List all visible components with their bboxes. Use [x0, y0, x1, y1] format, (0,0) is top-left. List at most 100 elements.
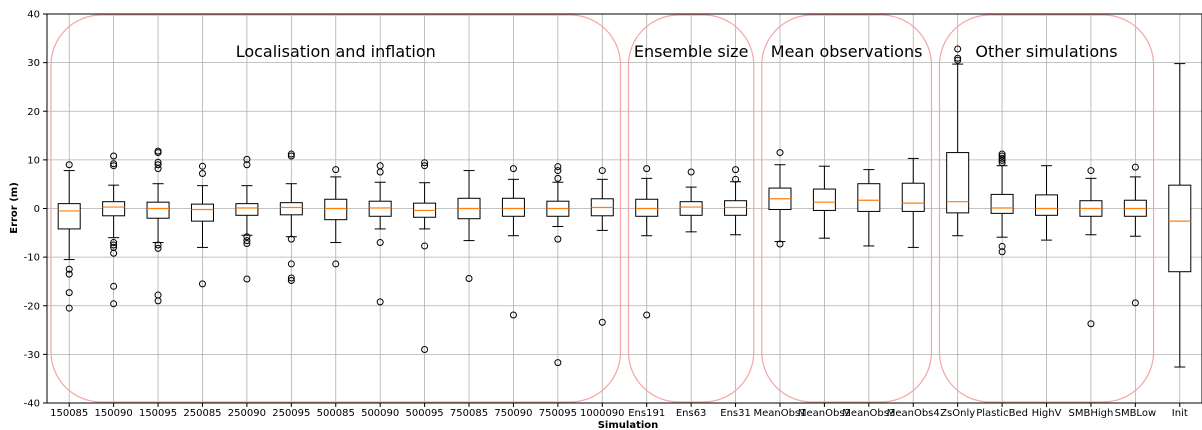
outlier-point [154, 244, 162, 252]
y-tick-label: -20 [24, 301, 40, 312]
box-iqr [635, 198, 659, 217]
outlier-point [65, 161, 73, 169]
outlier-point [554, 359, 562, 367]
outlier-point [1087, 320, 1095, 328]
box-iqr [1035, 194, 1059, 216]
x-tick-label: 500090 [361, 408, 399, 419]
outlier-point [998, 156, 1006, 164]
outlier-point [376, 168, 384, 176]
outlier-point [110, 152, 118, 160]
box-plot-750095 [546, 163, 570, 367]
outlier-point [110, 239, 118, 247]
x-tick-label: Init [1172, 408, 1188, 419]
box-iqr [324, 198, 348, 221]
outlier-point [376, 239, 384, 247]
outlier-point [65, 265, 73, 273]
x-tick-label: MeanObs4 [887, 408, 940, 419]
box-plot-1000090 [590, 167, 614, 326]
group-label: Ensemble size [634, 42, 749, 61]
outlier-point [287, 260, 295, 268]
outlier-point [421, 242, 429, 250]
x-tick-label: 750085 [450, 408, 488, 419]
outlier-point [554, 235, 562, 243]
group-label: Localisation and inflation [236, 42, 436, 61]
outlier-point [509, 311, 517, 319]
y-axis: -40 -30 -20 -10 0 10 20 30 40 [24, 10, 47, 410]
outlier-point [376, 298, 384, 306]
outlier-point [998, 152, 1006, 160]
box-plot-ZsOnly [946, 45, 970, 237]
outlier-point [954, 45, 962, 53]
x-tick-label: HighV [1032, 408, 1062, 419]
outlier-point [554, 163, 562, 171]
group-label: Other simulations [975, 42, 1117, 61]
box-plot-750085 [457, 170, 481, 283]
outlier-point [154, 161, 162, 169]
outlier-point [954, 56, 962, 64]
outlier-point [154, 165, 162, 173]
group-frame [761, 14, 933, 403]
outlier-point [954, 54, 962, 62]
outlier-point [287, 152, 295, 160]
box-plot-500085 [324, 166, 348, 268]
outlier-point [332, 260, 340, 268]
outlier-point [154, 149, 162, 157]
grid-lines [47, 13, 1202, 404]
box-iqr [1168, 184, 1192, 273]
box-plot-Ens191 [635, 165, 659, 319]
outlier-point [287, 150, 295, 158]
x-tick-label: SMBHigh [1069, 408, 1114, 419]
box-iqr [679, 201, 703, 216]
group-label: Mean observations [771, 42, 923, 61]
box-iqr [901, 182, 925, 212]
box-plot-150090 [102, 152, 126, 308]
box-plots [57, 45, 1192, 368]
box-plot-SMBHigh [1079, 167, 1103, 328]
group-frame [938, 14, 1155, 403]
box-iqr [857, 183, 881, 212]
outlier-point [509, 165, 517, 173]
x-tick-label: 150085 [50, 408, 88, 419]
outlier-point [243, 237, 251, 245]
box-plot-150085 [57, 161, 81, 312]
box-iqr [102, 201, 126, 217]
box-plot-HighV [1035, 165, 1059, 241]
outlier-point [776, 240, 784, 248]
outlier-point [65, 270, 73, 278]
outlier-point [598, 167, 606, 175]
group-frames: Localisation and inflation Ensemble size M… [50, 14, 1155, 403]
outlier-point [1131, 163, 1139, 171]
box-plot-150095 [146, 147, 170, 305]
outlier-point [243, 240, 251, 248]
y-tick-label: 40 [27, 10, 40, 21]
outlier-point [732, 166, 740, 174]
y-tick-label: 0 [34, 204, 40, 215]
y-tick-label: -30 [24, 350, 40, 361]
box-plot-MeanObs4 [901, 157, 925, 248]
outlier-point [421, 162, 429, 170]
outlier-point [687, 168, 695, 176]
outlier-point [110, 300, 118, 308]
outlier-point [1131, 299, 1139, 307]
box-iqr [235, 203, 259, 216]
outlier-point [998, 154, 1006, 162]
outlier-point [287, 274, 295, 282]
box-iqr [946, 152, 970, 214]
outlier-point [65, 289, 73, 297]
box-iqr [368, 200, 392, 217]
x-tick-label: Ens63 [676, 408, 707, 419]
outlier-point [110, 162, 118, 170]
outlier-point [421, 346, 429, 354]
y-tick-label: 10 [27, 155, 40, 166]
box-plot-250095 [279, 150, 303, 284]
x-tick-label: 500085 [317, 408, 355, 419]
box-plot-250090 [235, 155, 259, 283]
x-tick-label: Ens191 [628, 408, 665, 419]
outlier-point [732, 175, 740, 183]
box-plot-500095 [413, 159, 437, 354]
outlier-point [465, 275, 473, 283]
x-tick-label: 1000090 [580, 408, 625, 419]
outlier-point [243, 155, 251, 163]
x-tick-label: 250090 [228, 408, 266, 419]
outlier-point [421, 159, 429, 167]
